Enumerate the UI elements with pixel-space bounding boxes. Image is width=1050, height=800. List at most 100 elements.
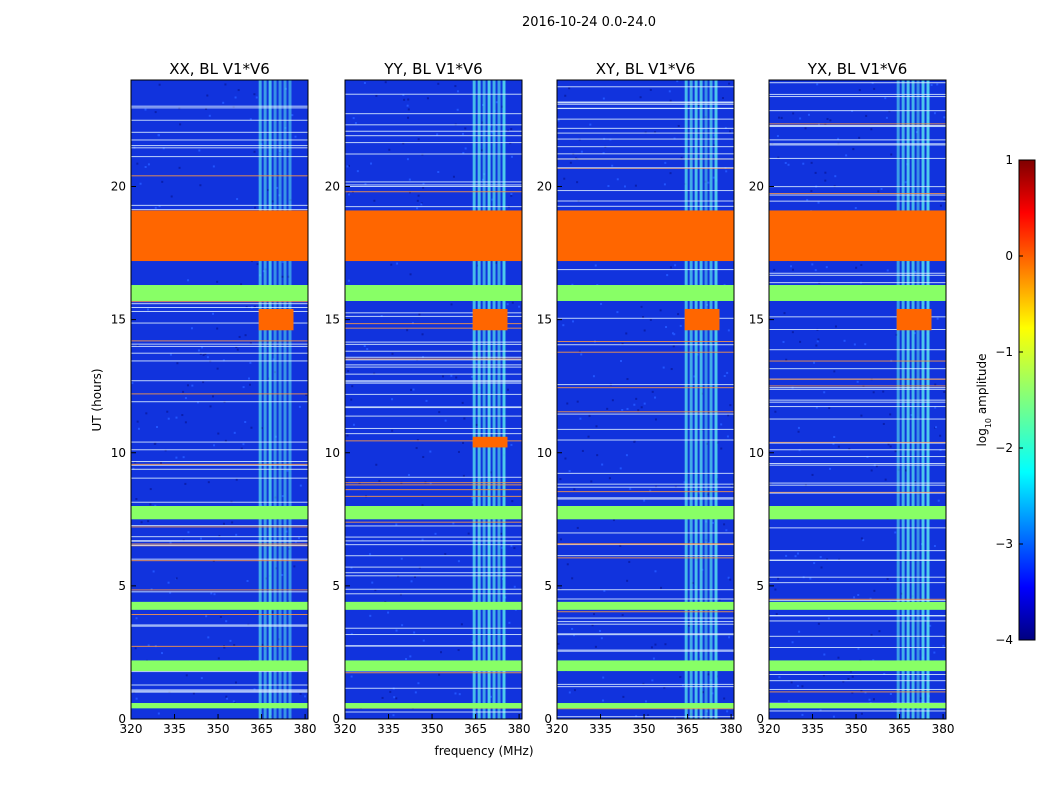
noise-pixel [562,324,565,327]
time-line [131,540,308,542]
noise-pixel [571,283,574,286]
noise-pixel [509,142,512,145]
flagged-row [345,506,522,520]
saturated-row [769,210,946,262]
noise-pixel [186,384,189,387]
time-line [557,167,734,169]
noise-pixel [792,112,795,115]
flagged-row [131,285,308,301]
noise-pixel [450,374,453,377]
noise-pixel [471,496,474,499]
time-line [557,200,734,202]
noise-pixel [205,107,208,110]
noise-pixel [600,302,603,305]
flagged-row [345,601,522,610]
noise-pixel [212,312,215,315]
noise-pixel [718,598,721,601]
x-tick-label: 335 [801,722,824,736]
time-line [131,360,308,362]
y-tick-label: 10 [537,446,552,460]
noise-pixel [602,676,605,679]
time-line [345,711,522,713]
noise-pixel [169,541,172,544]
time-line [769,139,946,141]
noise-pixel [170,195,173,198]
noise-pixel [726,371,729,374]
time-line [769,385,946,387]
time-line [131,343,308,345]
flagged-row [131,506,308,520]
noise-pixel [625,454,628,457]
noise-pixel [713,144,716,147]
noise-pixel [233,431,236,434]
noise-pixel [851,691,854,694]
noise-pixel [643,499,646,502]
time-line [131,560,308,562]
noise-pixel [350,566,353,569]
noise-pixel [249,383,252,386]
noise-pixel [146,308,149,311]
noise-pixel [238,335,241,338]
noise-pixel [224,83,227,86]
time-line [345,627,522,629]
noise-pixel [400,557,403,560]
time-line [557,716,734,718]
time-line [131,464,308,466]
noise-pixel [260,427,263,430]
noise-pixel [845,154,848,157]
colorbar: −4 −3 −2 −1 0 1 log10 amplitude [975,153,1036,647]
time-line [131,105,308,107]
noise-pixel [873,87,876,90]
y-tick-label: 20 [325,180,340,194]
noise-pixel [790,681,793,684]
noise-pixel [557,642,560,645]
noise-pixel [518,305,521,308]
noise-pixel [822,674,825,677]
noise-pixel [157,134,160,137]
noise-pixel [216,367,219,370]
noise-pixel [352,117,355,120]
noise-pixel [392,714,395,717]
noise-pixel [352,423,355,426]
noise-pixel [723,283,726,286]
noise-pixel [346,165,349,168]
time-line [345,350,522,352]
noise-pixel [395,523,398,526]
noise-pixel [707,673,710,676]
time-line [769,620,946,622]
time-line [131,131,308,133]
noise-pixel [890,153,893,156]
y-tick-label: 0 [332,712,340,726]
time-line [131,139,308,141]
noise-pixel [664,161,667,164]
noise-pixel [213,593,216,596]
rfi-band-column [497,80,501,719]
noise-pixel [860,414,863,417]
y-tick-label: 0 [118,712,126,726]
noise-pixel [799,340,802,343]
noise-pixel [390,263,393,266]
noise-pixel [837,445,840,448]
noise-pixel [256,263,259,266]
noise-pixel [590,480,593,483]
noise-pixel [235,533,238,536]
time-line [345,113,522,115]
noise-pixel [391,429,394,432]
time-line [557,486,734,488]
noise-pixel [351,385,354,388]
x-tick-label: 365 [888,722,911,736]
noise-pixel [348,193,351,196]
time-line [345,373,522,375]
noise-pixel [815,344,818,347]
noise-pixel [470,599,473,602]
noise-pixel [350,632,353,635]
time-line [557,555,734,557]
noise-pixel [178,166,181,169]
noise-pixel [291,114,294,117]
time-line [345,575,522,577]
time-line [557,101,734,103]
time-line [557,472,734,474]
noise-pixel [513,585,516,588]
noise-pixel [868,698,871,701]
noise-pixel [187,531,190,534]
